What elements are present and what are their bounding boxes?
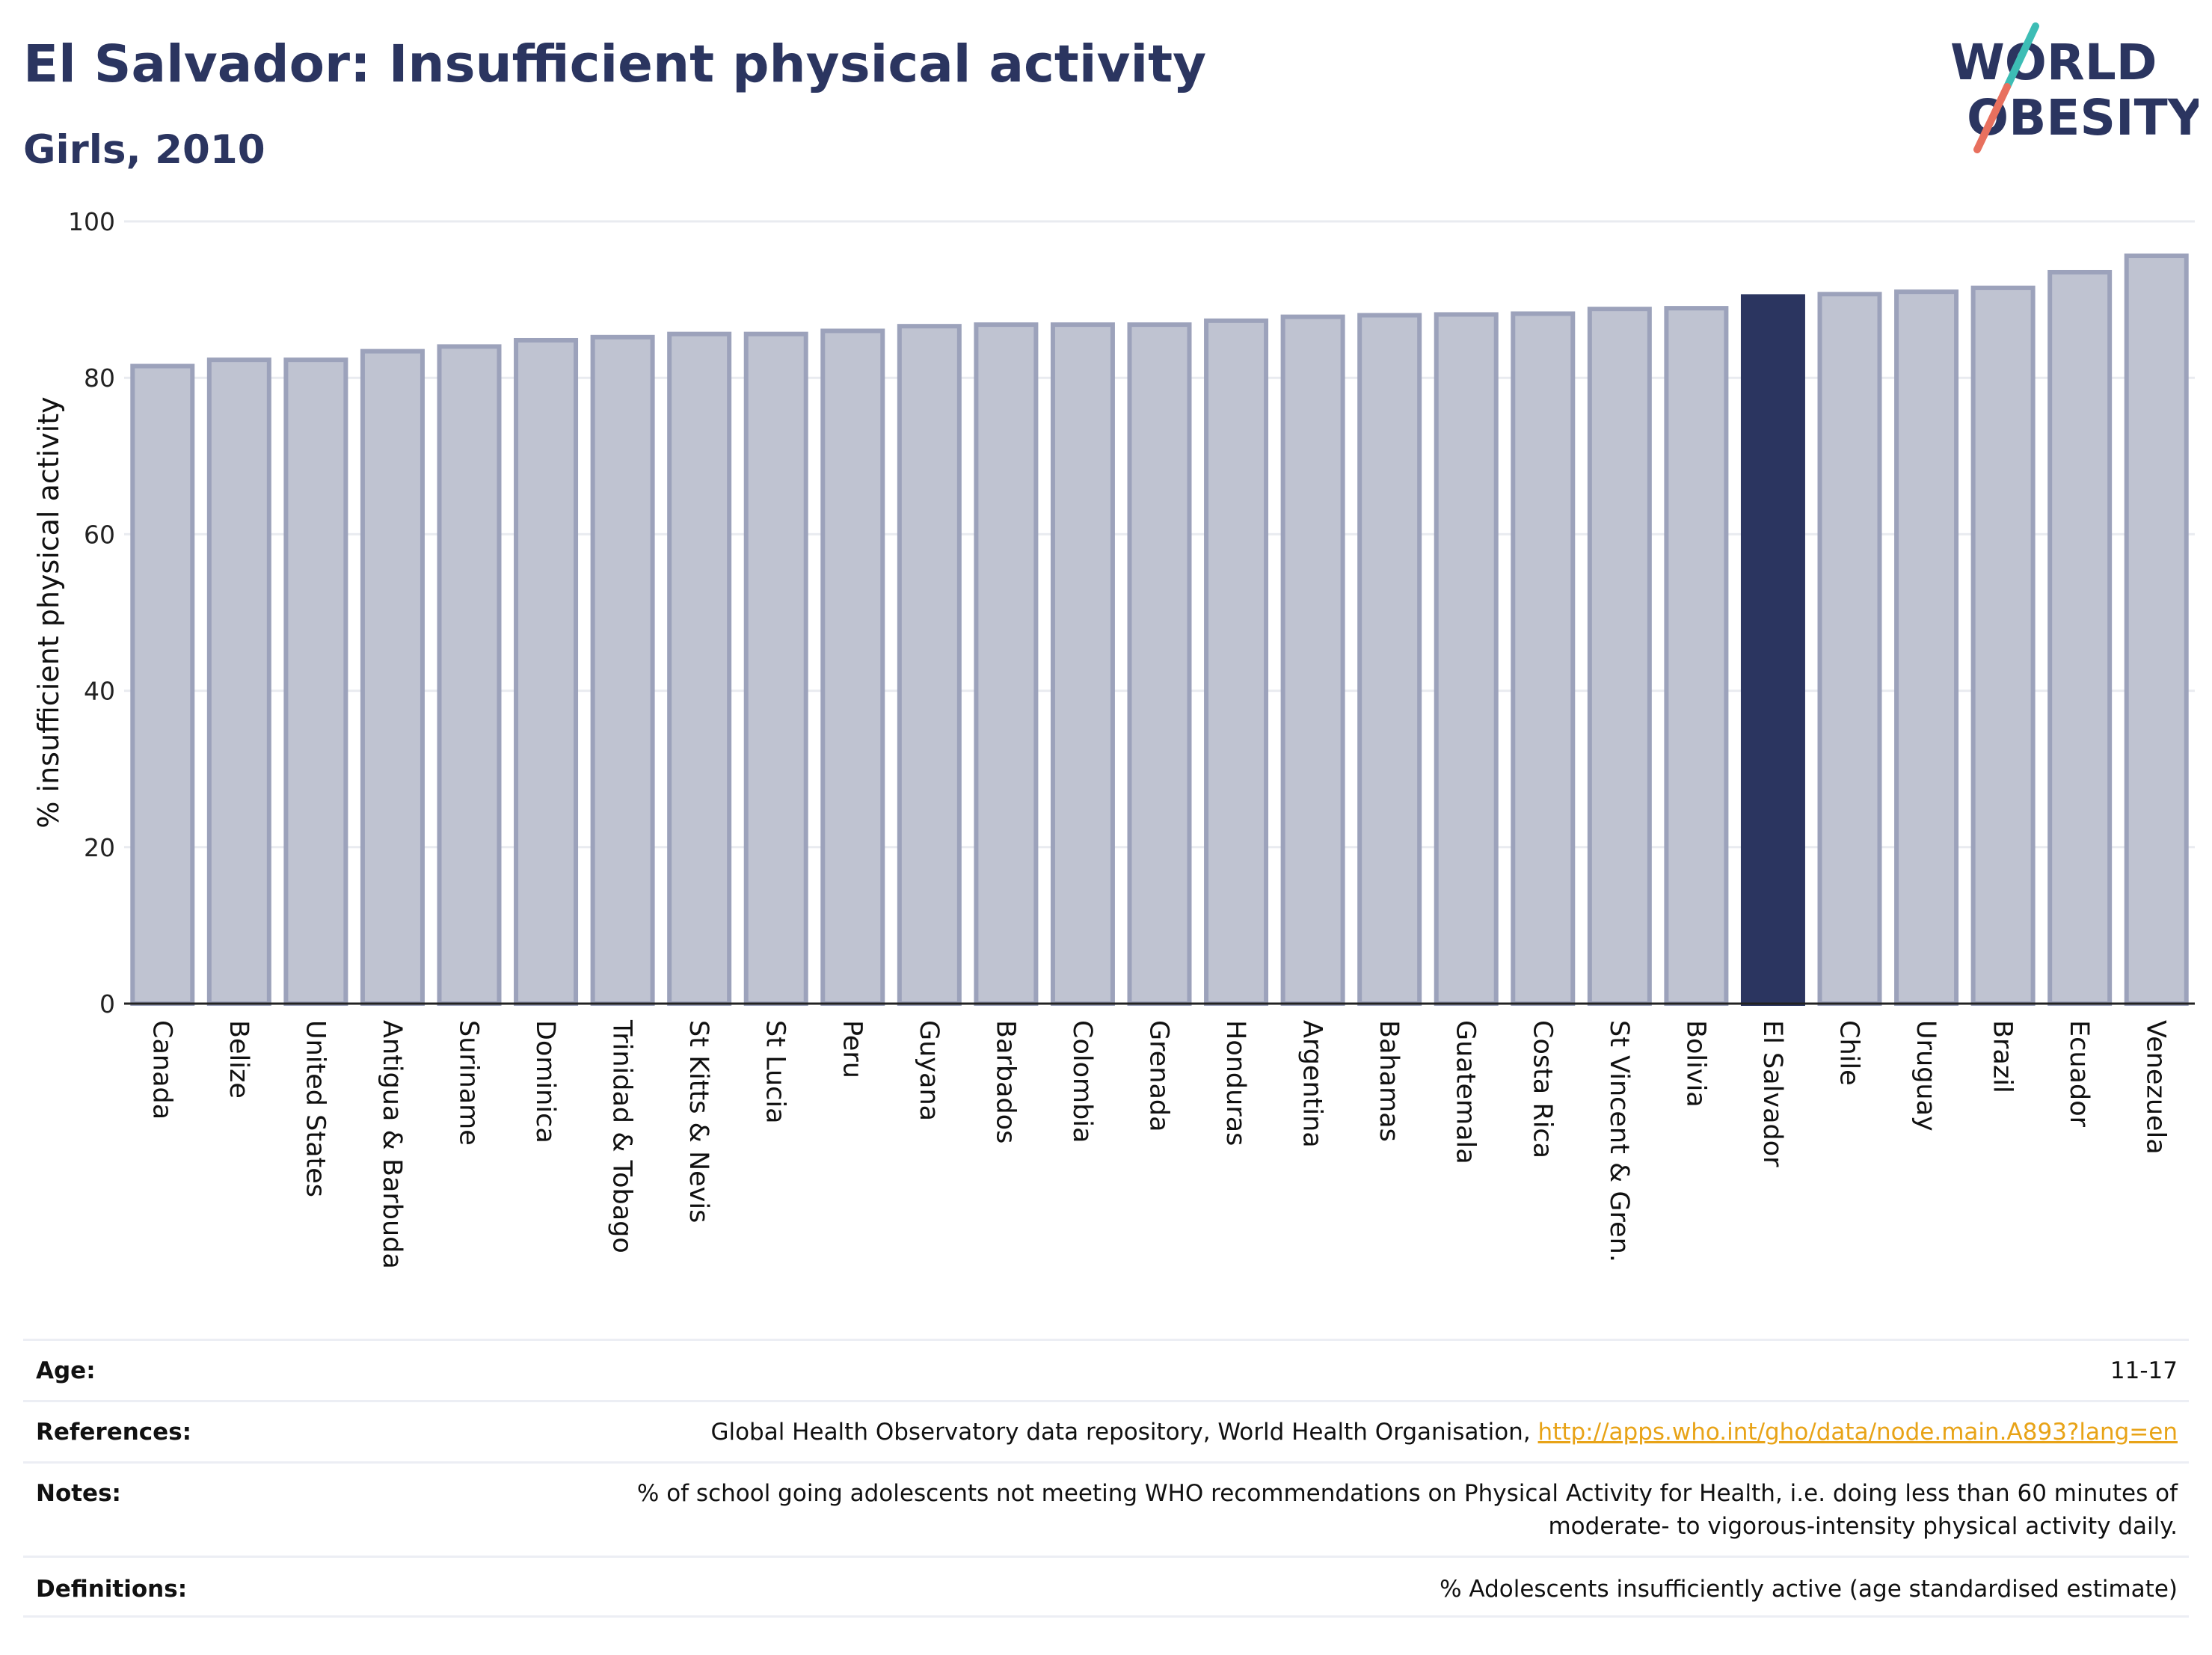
bar-argentina bbox=[1280, 314, 1345, 1006]
notes-line1: % of school going adolescents not meetin… bbox=[636, 1480, 2178, 1507]
bar-st-vincent-gren- bbox=[1587, 307, 1652, 1007]
meta-row-notes: Notes: % of school going adolescents not… bbox=[23, 1461, 2189, 1556]
meta-row-age: Age: 11-17 bbox=[23, 1339, 2189, 1401]
x-tick-label-st-vincent-gren-: St Vincent & Gren. bbox=[1604, 1020, 1634, 1262]
x-tick-label-guatemala: Guatemala bbox=[1451, 1020, 1481, 1164]
bar-grenada bbox=[1127, 322, 1192, 1006]
notes-line2: moderate- to vigorous-intensity physical… bbox=[1548, 1513, 2178, 1540]
bar-chile bbox=[1817, 292, 1882, 1006]
bar-st-kitts-nevis bbox=[667, 331, 732, 1006]
x-tick-label-st-lucia: St Lucia bbox=[761, 1020, 790, 1124]
bars bbox=[130, 254, 2189, 1007]
bar-trinidad-tobago bbox=[590, 334, 655, 1007]
references-label: References: bbox=[36, 1419, 192, 1446]
x-tick-label-dominica: Dominica bbox=[530, 1020, 560, 1143]
x-tick-label-united-states: United States bbox=[300, 1020, 330, 1197]
x-tick-label-honduras: Honduras bbox=[1220, 1020, 1250, 1146]
y-tick-label-100: 100 bbox=[68, 207, 115, 236]
x-tick-label-bolivia: Bolivia bbox=[1680, 1020, 1710, 1108]
bar-ecuador bbox=[2047, 269, 2113, 1007]
x-axis-ticks: Canada Belize United States Antigua & Barbu… bbox=[147, 1019, 2170, 1269]
bar-guyana bbox=[897, 324, 962, 1006]
definitions-value: % Adolescents insufficiently active (age… bbox=[1440, 1576, 2178, 1603]
references-text: Global Health Observatory data repositor… bbox=[710, 1419, 1538, 1446]
x-tick-label-venezuela: Venezuela bbox=[2141, 1020, 2171, 1155]
x-tick-label-st-kitts-nevis: St Kitts & Nevis bbox=[683, 1020, 713, 1223]
y-tick-label-20: 20 bbox=[84, 833, 115, 862]
y-tick-label-40: 40 bbox=[84, 677, 115, 706]
bar-chart: 0 20 40 60 80 100 Canada Belize United States An… bbox=[32, 207, 2195, 1269]
bar-bolivia bbox=[1664, 306, 1729, 1006]
notes-value: % of school going adolescents not meetin… bbox=[637, 1477, 2178, 1543]
bar-belize bbox=[206, 357, 271, 1006]
bar-colombia bbox=[1050, 322, 1115, 1006]
bar-uruguay bbox=[1894, 289, 1959, 1006]
x-tick-label-antigua-barbuda: Antigua & Barbuda bbox=[377, 1020, 407, 1269]
bar-costa-rica bbox=[1511, 311, 1576, 1007]
x-tick-label-canada: Canada bbox=[147, 1020, 176, 1120]
bar-antigua-barbuda bbox=[360, 348, 425, 1007]
age-label: Age: bbox=[36, 1357, 96, 1384]
x-tick-label-ecuador: Ecuador bbox=[2064, 1020, 2094, 1128]
x-tick-label-belize: Belize bbox=[224, 1020, 254, 1099]
references-value: Global Health Observatory data repositor… bbox=[710, 1416, 2178, 1449]
x-tick-label-brazil: Brazil bbox=[1988, 1020, 2018, 1093]
bar-guatemala bbox=[1434, 312, 1499, 1006]
bar-bahamas bbox=[1357, 313, 1422, 1006]
page-subtitle: Girls, 2010 bbox=[23, 127, 265, 173]
meta-row-references: References: Global Health Observatory da… bbox=[23, 1400, 2189, 1462]
bar-barbados bbox=[974, 322, 1039, 1006]
notes-label: Notes: bbox=[36, 1480, 121, 1507]
x-tick-label-grenada: Grenada bbox=[1144, 1020, 1174, 1132]
y-axis-label: % insufficient physical activity bbox=[32, 396, 65, 828]
logo-line1: WORLD bbox=[1950, 34, 2157, 91]
bar-united-states bbox=[283, 357, 348, 1006]
x-tick-label-colombia: Colombia bbox=[1067, 1020, 1097, 1143]
y-axis-ticks: 0 20 40 60 80 100 bbox=[68, 207, 115, 1019]
x-tick-label-costa-rica: Costa Rica bbox=[1527, 1020, 1557, 1158]
meta-row-definitions: Definitions: % Adolescents insufficientl… bbox=[23, 1556, 2189, 1618]
x-tick-label-guyana: Guyana bbox=[914, 1020, 944, 1121]
bar-peru bbox=[820, 328, 885, 1006]
references-link[interactable]: http://apps.who.int/gho/data/node.main.A… bbox=[1537, 1419, 2178, 1446]
meta-bottom-rule bbox=[23, 1615, 2189, 1618]
x-tick-label-chile: Chile bbox=[1834, 1020, 1864, 1086]
x-tick-label-suriname: Suriname bbox=[454, 1020, 484, 1146]
y-tick-label-80: 80 bbox=[84, 363, 115, 393]
bar-suriname bbox=[437, 344, 502, 1007]
y-tick-label-0: 0 bbox=[99, 989, 115, 1019]
world-obesity-logo: WORLD OBESITY bbox=[1950, 22, 2199, 153]
bar-venezuela bbox=[2124, 254, 2189, 1007]
age-value: 11-17 bbox=[2110, 1357, 2178, 1384]
bar-canada bbox=[130, 363, 195, 1006]
x-tick-label-el-salvador: El Salvador bbox=[1757, 1020, 1787, 1167]
x-tick-label-barbados: Barbados bbox=[990, 1020, 1020, 1143]
bar-st-lucia bbox=[743, 331, 808, 1006]
y-tick-label-60: 60 bbox=[84, 520, 115, 549]
page-title: El Salvador: Insufficient physical activ… bbox=[23, 34, 1207, 94]
bar-el-salvador bbox=[1740, 294, 1805, 1006]
x-tick-label-uruguay: Uruguay bbox=[1911, 1020, 1941, 1132]
bar-honduras bbox=[1204, 318, 1269, 1007]
x-tick-label-bahamas: Bahamas bbox=[1374, 1020, 1404, 1142]
x-tick-label-peru: Peru bbox=[837, 1020, 867, 1078]
bar-dominica bbox=[514, 337, 579, 1006]
x-tick-label-trinidad-tobago: Trinidad & Tobago bbox=[607, 1019, 637, 1253]
bar-brazil bbox=[1970, 285, 2036, 1007]
x-tick-label-argentina: Argentina bbox=[1297, 1020, 1327, 1148]
definitions-label: Definitions: bbox=[36, 1576, 188, 1603]
